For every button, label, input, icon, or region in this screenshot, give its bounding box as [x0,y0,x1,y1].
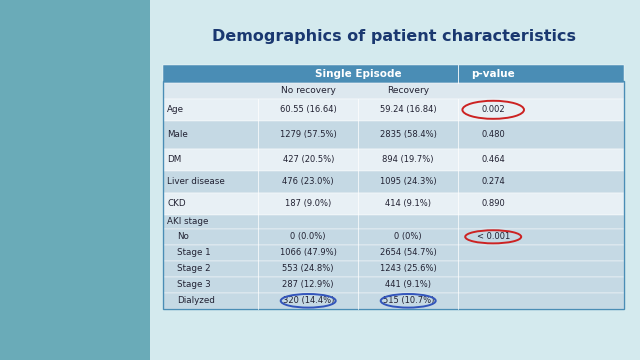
Text: 1243 (25.6%): 1243 (25.6%) [380,264,436,273]
Bar [163,83,624,99]
Text: AKI stage: AKI stage [167,217,209,226]
Text: 0 (0%): 0 (0%) [394,232,422,241]
Text: 894 (19.7%): 894 (19.7%) [383,155,434,164]
Bar [163,229,624,245]
Text: 187 (9.0%): 187 (9.0%) [285,199,332,208]
Text: Stage 1: Stage 1 [177,248,211,257]
Text: 287 (12.9%): 287 (12.9%) [282,280,334,289]
Text: 476 (23.0%): 476 (23.0%) [282,177,334,186]
Text: 0.464: 0.464 [481,155,505,164]
Text: 1066 (47.9%): 1066 (47.9%) [280,248,337,257]
Text: Stage 2: Stage 2 [177,264,211,273]
Text: Male: Male [167,130,188,139]
Text: 1279 (57.5%): 1279 (57.5%) [280,130,337,139]
Bar [163,81,624,309]
Text: 59.24 (16.84): 59.24 (16.84) [380,105,436,114]
Text: 553 (24.8%): 553 (24.8%) [282,264,334,273]
Text: Age: Age [167,105,184,114]
Text: Dialyzed: Dialyzed [177,296,215,305]
Text: Single Episode: Single Episode [315,69,401,79]
Text: DM: DM [167,155,182,164]
Text: 414 (9.1%): 414 (9.1%) [385,199,431,208]
Bar [163,215,624,229]
Bar [163,277,624,293]
Bar [163,99,624,121]
Text: 0.274: 0.274 [481,177,505,186]
Text: 1095 (24.3%): 1095 (24.3%) [380,177,436,186]
Text: < 0.001: < 0.001 [477,232,510,241]
Text: 0.480: 0.480 [481,130,505,139]
Text: p-value: p-value [471,69,515,79]
Text: Stage 3: Stage 3 [177,280,211,289]
Bar [0,0,150,360]
Text: 60.55 (16.64): 60.55 (16.64) [280,105,337,114]
Bar [163,149,624,171]
Text: 2654 (54.7%): 2654 (54.7%) [380,248,436,257]
Text: Liver disease: Liver disease [167,177,225,186]
Text: No recovery: No recovery [281,86,335,95]
Text: 0.890: 0.890 [481,199,505,208]
Bar [163,171,624,193]
Bar [163,193,624,215]
Text: 0.002: 0.002 [481,105,505,114]
Text: No: No [177,232,189,241]
Text: 2835 (58.4%): 2835 (58.4%) [380,130,436,139]
Bar [163,65,624,83]
Text: 320 (14.4%): 320 (14.4%) [282,296,334,305]
Text: 427 (20.5%): 427 (20.5%) [282,155,334,164]
Text: 0 (0.0%): 0 (0.0%) [291,232,326,241]
Bar [163,121,624,149]
Text: Demographics of patient characteristics: Demographics of patient characteristics [212,28,575,44]
Text: Recovery: Recovery [387,86,429,95]
Bar [163,245,624,261]
Bar [163,261,624,277]
Text: 515 (10.7%): 515 (10.7%) [383,296,434,305]
Text: 441 (9.1%): 441 (9.1%) [385,280,431,289]
Text: CKD: CKD [167,199,186,208]
Bar [163,293,624,309]
